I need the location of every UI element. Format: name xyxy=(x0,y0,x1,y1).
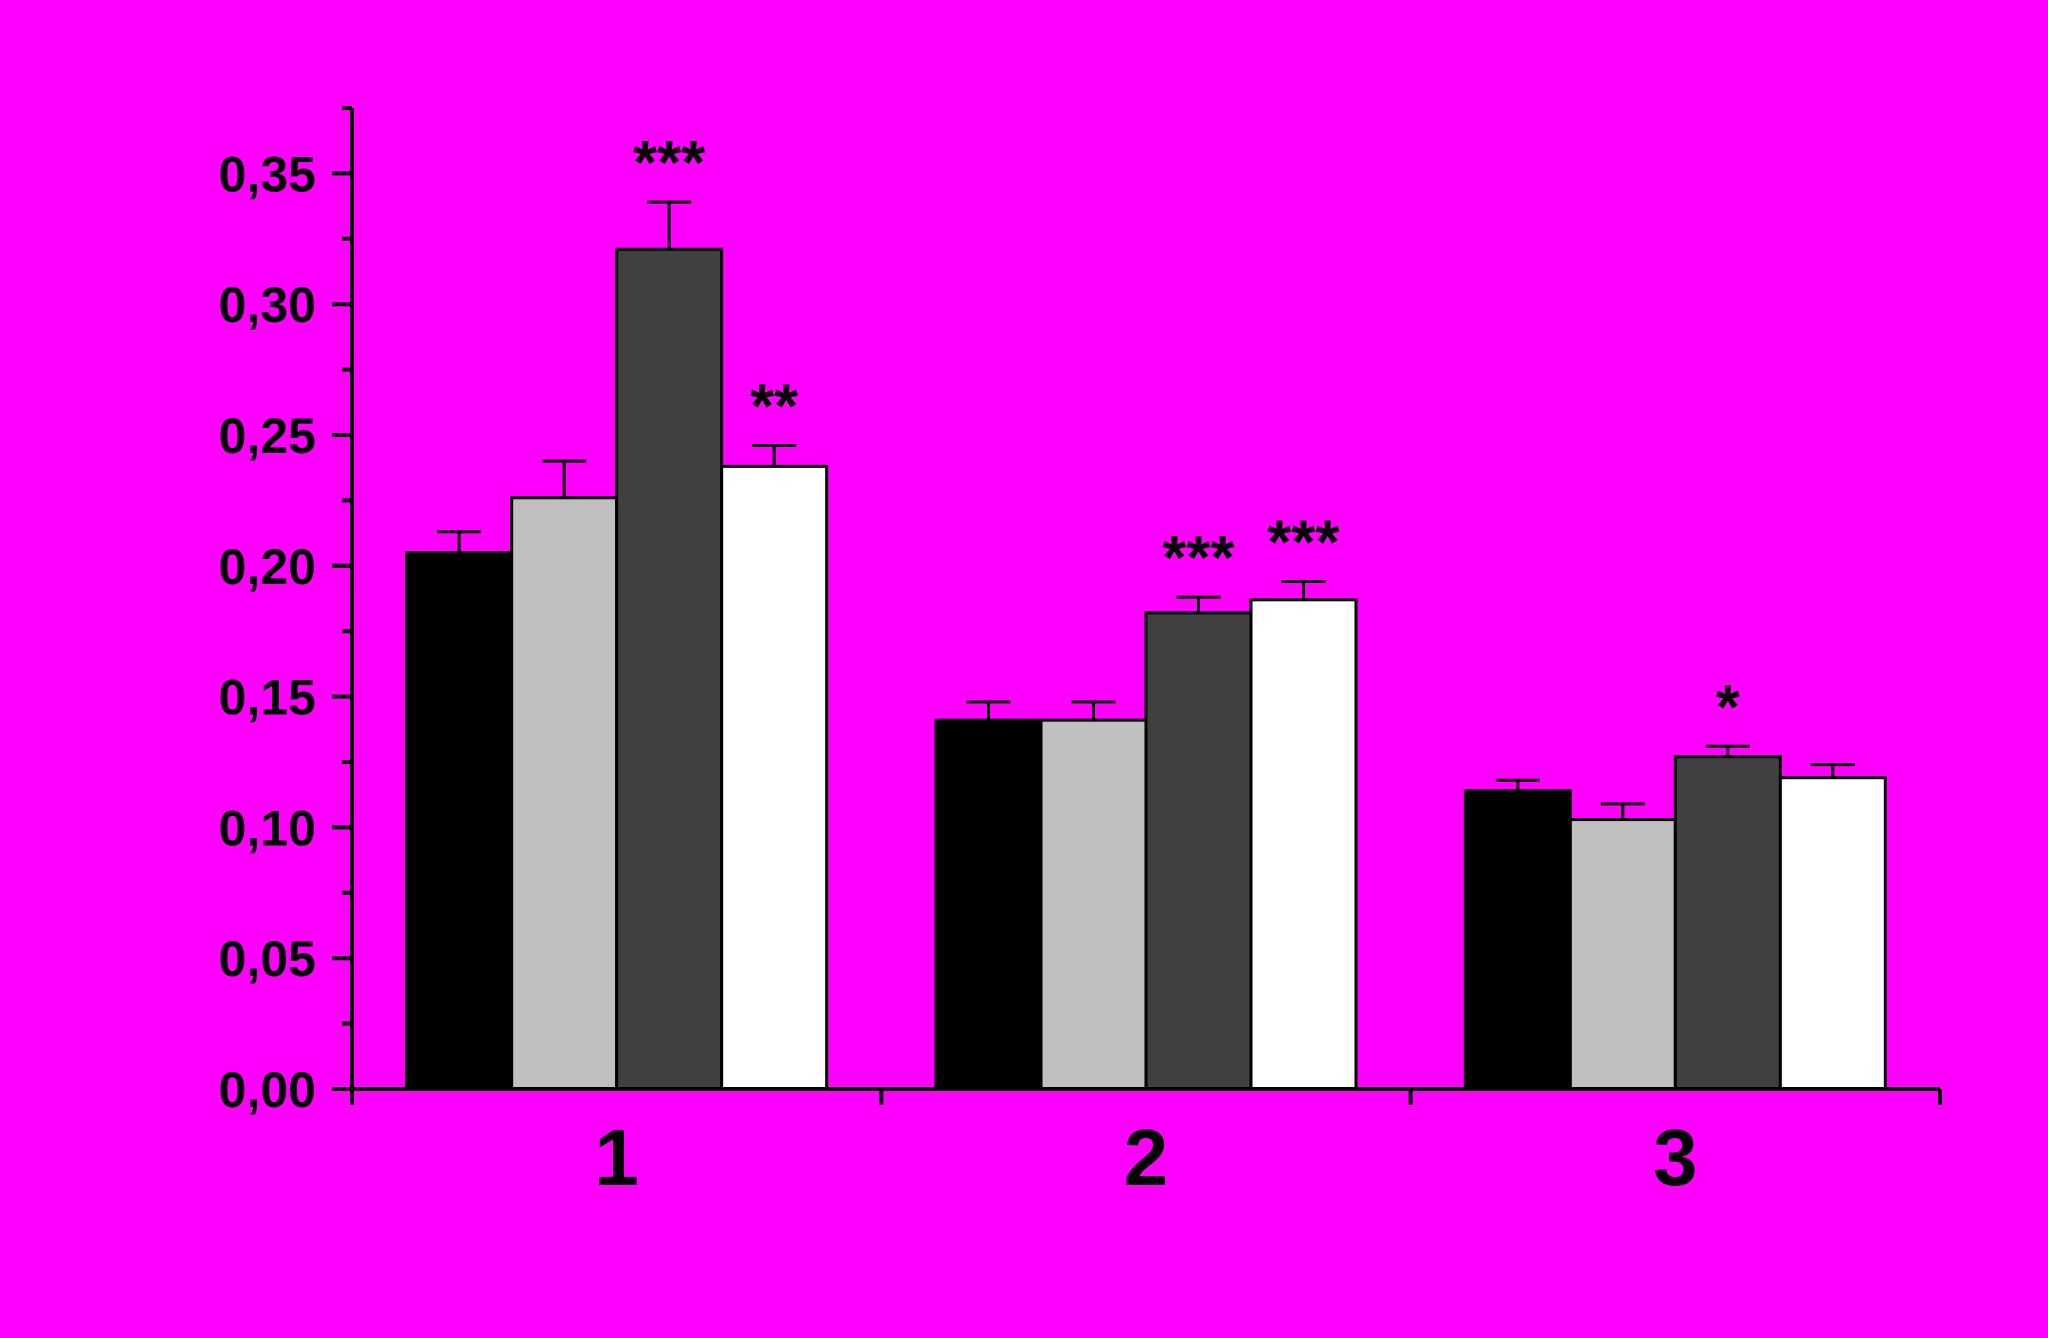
x-tick-label: 3 xyxy=(1653,1113,1698,1202)
x-tick-label: 2 xyxy=(1124,1113,1169,1202)
bar xyxy=(615,247,724,1091)
y-tick-label: 0,10 xyxy=(219,800,316,856)
axes-layer: 0,00 0,05 0,10 0,15 0,20 0,25 0,30 0,35 1 2 3 xyxy=(219,106,1942,1202)
significance-label: ** xyxy=(750,372,799,441)
significance-label: *** xyxy=(1162,524,1235,593)
bar xyxy=(1249,598,1358,1091)
bar xyxy=(1568,818,1677,1091)
bar xyxy=(1673,755,1782,1091)
y-tick-label: 0,35 xyxy=(219,146,316,202)
bar xyxy=(720,464,829,1091)
y-tick-label: 0,30 xyxy=(219,277,316,333)
bar xyxy=(1778,776,1887,1091)
y-tick-label: 0,20 xyxy=(219,539,316,595)
bar xyxy=(934,718,1043,1091)
annotations-layer: ******** **** xyxy=(633,129,1741,742)
bar xyxy=(510,496,619,1091)
significance-label: *** xyxy=(1267,508,1340,577)
y-tick-label: 0,25 xyxy=(219,408,316,464)
bar xyxy=(1463,789,1572,1091)
y-tick-label: 0,15 xyxy=(219,670,316,726)
error-bars-layer xyxy=(437,200,1855,820)
x-tick-label: 1 xyxy=(594,1113,639,1202)
bar xyxy=(405,551,514,1091)
bar xyxy=(1039,718,1148,1091)
bar xyxy=(1144,611,1253,1091)
y-tick-label: 0,05 xyxy=(219,931,316,987)
significance-label: *** xyxy=(633,129,706,198)
y-tick-label: 0,00 xyxy=(219,1062,316,1118)
significance-label: * xyxy=(1716,673,1741,742)
bars-layer xyxy=(405,247,1887,1091)
